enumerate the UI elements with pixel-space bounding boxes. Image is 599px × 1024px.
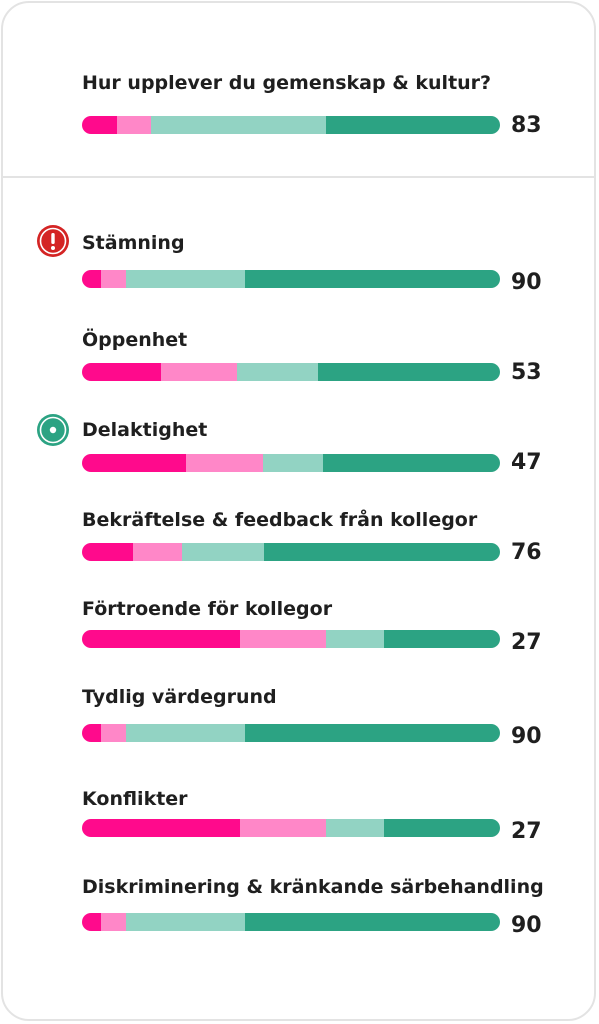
segment-very-negative: [82, 913, 101, 931]
summary-question: Hur upplever du gemenskap & kultur?: [82, 72, 492, 94]
segment-very-positive: [384, 630, 500, 648]
item-label: Bekräftelse & feedback från kollegor: [82, 509, 478, 531]
segment-negative: [100, 724, 126, 742]
segment-positive: [325, 630, 385, 648]
segment-negative: [100, 270, 126, 288]
segment-very-positive: [263, 543, 500, 561]
segment-positive: [237, 363, 319, 381]
segment-very-positive: [318, 363, 500, 381]
segment-positive: [125, 913, 245, 931]
segment-very-negative: [82, 116, 118, 134]
segment-very-positive: [323, 454, 500, 472]
segment-very-negative: [82, 454, 186, 472]
segment-very-negative: [82, 270, 101, 288]
segment-very-negative: [82, 363, 161, 381]
segment-positive: [182, 543, 264, 561]
segment-very-positive: [245, 913, 500, 931]
segment-negative: [100, 913, 126, 931]
focus-target-icon: [37, 414, 69, 446]
segment-negative: [185, 454, 264, 472]
item-score: 90: [511, 724, 542, 749]
segment-negative: [117, 116, 151, 134]
segment-very-positive: [326, 116, 500, 134]
item-distribution-bar: [82, 819, 500, 837]
item-label: Förtroende för kollegor: [82, 598, 333, 620]
item-distribution-bar: [82, 543, 500, 561]
segment-negative: [240, 819, 326, 837]
alert-icon: [37, 225, 69, 257]
item-label: Öppenhet: [82, 329, 188, 351]
segment-very-negative: [82, 819, 240, 837]
item-score: 90: [511, 270, 542, 295]
segment-negative: [160, 363, 238, 381]
segment-negative: [133, 543, 183, 561]
segment-very-positive: [245, 724, 500, 742]
segment-negative: [240, 630, 326, 648]
item-label: Delaktighet: [82, 419, 208, 441]
segment-positive: [325, 819, 385, 837]
segment-very-negative: [82, 724, 101, 742]
item-distribution-bar: [82, 363, 500, 381]
item-distribution-bar: [82, 270, 500, 288]
segment-very-negative: [82, 630, 240, 648]
segment-positive: [125, 270, 245, 288]
divider: [3, 176, 596, 178]
item-distribution-bar: [82, 913, 500, 931]
item-score: 27: [511, 819, 542, 844]
item-score: 53: [511, 360, 542, 385]
segment-positive: [263, 454, 324, 472]
item-label: Stämning: [82, 232, 185, 254]
item-label: Diskriminering & kränkande särbehandling: [82, 876, 544, 898]
item-score: 90: [511, 913, 542, 938]
item-distribution-bar: [82, 630, 500, 648]
segment-very-positive: [245, 270, 500, 288]
item-distribution-bar: [82, 454, 500, 472]
item-score: 47: [511, 450, 542, 475]
summary-score: 83: [511, 113, 542, 138]
item-label: Konflikter: [82, 788, 188, 810]
segment-positive: [150, 116, 327, 134]
segment-very-positive: [384, 819, 500, 837]
item-label: Tydlig värdegrund: [82, 686, 277, 708]
summary-distribution-bar: [82, 116, 500, 134]
item-distribution-bar: [82, 724, 500, 742]
item-score: 27: [511, 630, 542, 655]
segment-positive: [125, 724, 245, 742]
segment-very-negative: [82, 543, 134, 561]
item-score: 76: [511, 540, 542, 565]
